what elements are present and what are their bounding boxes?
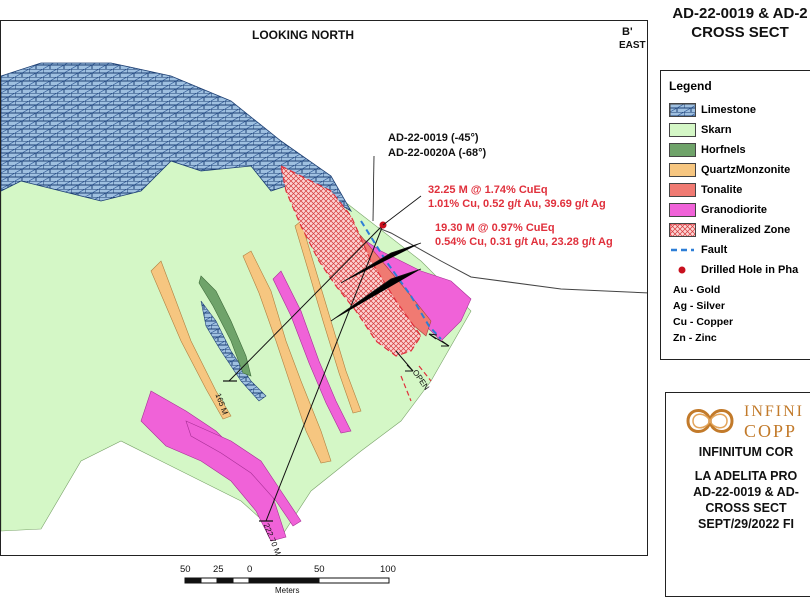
drillhole-label-1: AD-22-0019 (-45°) xyxy=(388,132,479,144)
drillhole-ad-22-0020a xyxy=(265,224,384,522)
abbr-au: Au - Gold xyxy=(673,284,721,296)
scale-tick-50-left: 50 xyxy=(180,564,191,575)
geology-section-svg xyxy=(1,62,647,542)
intercept-1-leader xyxy=(382,195,422,226)
figure-title: AD-22-0019 & AD-2 CROSS SECT xyxy=(660,4,810,42)
granodiorite-body-2 xyxy=(185,420,302,527)
intercept-2-headline: 19.30 M @ 0.97% CuEq xyxy=(435,222,555,234)
scale-tick-25: 25 xyxy=(213,564,224,575)
fault-arrow-heads xyxy=(428,333,450,347)
company-name: INFINITUM COR xyxy=(698,445,794,459)
section-end-label: B' xyxy=(622,26,633,38)
tonalite-swatch xyxy=(669,183,696,197)
logo-text-1: INFINI xyxy=(744,403,804,420)
quartz-monzonite-dike-3 xyxy=(294,220,362,414)
mineralized-zone xyxy=(280,164,422,357)
quartz-monzonite-dike-2 xyxy=(242,250,332,464)
quartz-monzonite-swatch xyxy=(669,163,696,177)
legend-label-granodiorite: Granodiorite xyxy=(701,204,768,216)
hornfels-swatch xyxy=(669,143,696,157)
intercept-1-headline: 32.25 M @ 1.74% CuEq xyxy=(428,184,548,196)
abbr-ag: Ag - Silver xyxy=(673,300,725,312)
figure-title-line-2: CROSS SECT xyxy=(691,24,789,41)
section-end-direction: EAST xyxy=(619,40,646,51)
title-block: INFINI COPP INFINITUM COR LA ADELITA PRO… xyxy=(665,392,810,597)
abbr-cu: Cu - Copper xyxy=(673,316,734,328)
scale-tick-50: 50 xyxy=(314,564,325,575)
limestone-lens xyxy=(200,300,267,402)
granodiorite-body-1 xyxy=(140,390,287,542)
intercept-1-detail: 1.01% Cu, 0.52 g/t Au, 39.69 g/t Ag xyxy=(428,198,606,210)
project-name: LA ADELITA PRO xyxy=(694,469,798,483)
intercept-2-detail: 0.54% Cu, 0.31 g/t Au, 23.28 g/t Ag xyxy=(435,236,613,248)
scale-tick-100: 100 xyxy=(380,564,396,575)
drilled-hole-swatch xyxy=(678,266,686,274)
logo-text-2: COPP xyxy=(744,421,798,441)
figure-title-line-1: AD-22-0019 & AD-2 xyxy=(672,5,808,22)
topography-line xyxy=(335,210,647,294)
fault-swatch xyxy=(671,248,694,252)
drillhole-label-2: AD-22-0020A (-68°) xyxy=(388,147,487,159)
legend-label-fault: Fault xyxy=(701,244,728,256)
hole-label-leader xyxy=(372,155,375,222)
legend-label-mineralized-zone: Mineralized Zone xyxy=(701,224,791,236)
hornfels-unit xyxy=(198,275,252,377)
limestone-swatch xyxy=(669,103,696,117)
mineralized-zone-swatch xyxy=(669,223,696,237)
legend-label-hornfels: Horfnels xyxy=(701,144,746,156)
infinity-logo-icon xyxy=(686,409,734,433)
quartz-monzonite-dike-1 xyxy=(150,260,232,420)
view-direction-title: LOOKING NORTH xyxy=(252,28,354,42)
scale-bar xyxy=(184,577,390,584)
legend-panel: Legend Limestone Skarn Horfnels QuartzMo… xyxy=(660,70,810,360)
legend-label-limestone: Limestone xyxy=(701,104,757,116)
scale-tick-0: 0 xyxy=(247,564,253,575)
legend-label-quartz-monzonite: QuartzMonzonite xyxy=(701,164,791,176)
granodiorite-body-3 xyxy=(272,270,352,434)
intercept-2-leader xyxy=(330,268,422,322)
legend-title: Legend xyxy=(669,79,712,93)
legend-label-tonalite: Tonalite xyxy=(701,184,743,196)
fault-line xyxy=(360,220,442,340)
intercept-1-target-leader xyxy=(340,242,422,284)
skarn-swatch xyxy=(669,123,696,137)
section-title: CROSS SECT xyxy=(705,501,787,515)
holes-title: AD-22-0019 & AD- xyxy=(693,485,799,499)
abbr-zn: Zn - Zinc xyxy=(673,332,717,344)
legend-label-drilled-hole: Drilled Hole in Pha xyxy=(701,264,799,276)
scale-unit: Meters xyxy=(275,586,300,595)
date-figure: SEPT/29/2022 FI xyxy=(698,517,794,531)
cross-section-map xyxy=(0,20,648,556)
granodiorite-swatch xyxy=(669,203,696,217)
drillhole-ad-22-0019 xyxy=(228,224,384,382)
legend-label-skarn: Skarn xyxy=(701,124,732,136)
open-zone-extension xyxy=(400,365,432,402)
open-arrow-head xyxy=(405,364,414,372)
